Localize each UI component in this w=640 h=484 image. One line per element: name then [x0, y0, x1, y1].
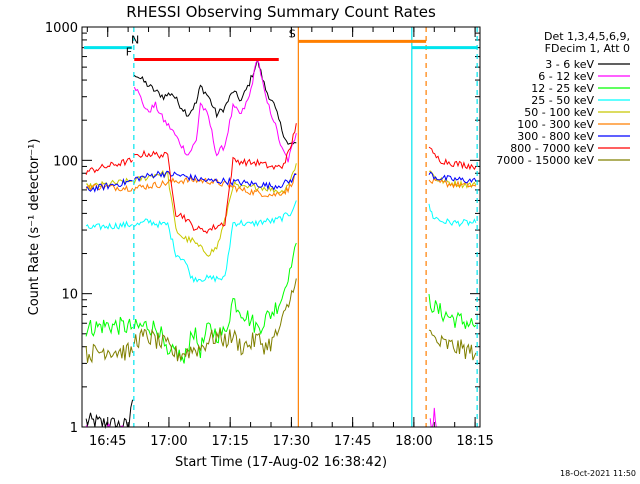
- legend-entry-label: 12 - 25 keV: [531, 82, 594, 95]
- series-line-7-segment-0: [85, 157, 133, 175]
- x-axis-label: Start Time (17-Aug-02 16:38:42): [175, 455, 387, 470]
- series-line-5-segment-1: [133, 172, 297, 198]
- y-axis-label: Count Rate (s⁻¹ detector⁻¹): [27, 139, 42, 316]
- series-line-6-segment-2: [428, 171, 477, 184]
- x-tick-label: 18:00: [395, 434, 432, 449]
- chart-title: RHESSI Observing Summary Count Rates: [126, 3, 436, 21]
- plot-frame: [81, 26, 481, 428]
- legend-entry-label: 100 - 300 keV: [517, 118, 594, 131]
- timestamp: 18-Oct-2021 11:50: [560, 469, 636, 478]
- series-line-2-segment-0: [85, 316, 133, 337]
- series-line-3-segment-2: [428, 203, 477, 228]
- legend-header-line-1: Det 1,3,4,5,6,9,: [544, 30, 630, 43]
- annotation-label: F: [126, 46, 132, 59]
- series-line-7-segment-2: [428, 146, 477, 171]
- series-line-2-segment-2: [428, 294, 477, 329]
- y-tick-label: 10: [61, 288, 78, 303]
- series-line-4-segment-1: [133, 163, 297, 257]
- legend-entry-label: 7000 - 15000 keV: [496, 154, 594, 167]
- legend-entry-label: 3 - 6 keV: [545, 58, 594, 71]
- x-tick-label: 17:15: [211, 434, 248, 449]
- plot-layer: 1 10 100 1000 16:45 17:00 17:15 17:30 17:45 18:00…: [45, 21, 630, 449]
- series-line-7-segment-1: [134, 123, 297, 235]
- annotation-label: N: [131, 34, 139, 47]
- series-line-1-segment-2: [429, 407, 437, 428]
- x-tick-label: 18:15: [456, 434, 493, 449]
- x-tick-label: 17:45: [334, 434, 371, 449]
- series-line-2-segment-1: [133, 242, 297, 364]
- legend-entry-label: 25 - 50 keV: [531, 94, 594, 107]
- legend-header-line-2: FDecim 1, Att 0: [545, 42, 630, 55]
- legend-entry-label: 800 - 7000 keV: [510, 142, 594, 155]
- series-line-6-segment-1: [133, 170, 297, 191]
- legend-entry-label: 6 - 12 keV: [538, 70, 594, 83]
- series-line-8-segment-2: [428, 329, 477, 361]
- legend-entry-label: 50 - 100 keV: [524, 106, 594, 119]
- series-line-8-segment-1: [133, 278, 297, 362]
- y-tick-label: 1: [70, 421, 78, 436]
- x-tick-label: 16:45: [89, 434, 126, 449]
- series-line-8-segment-0: [85, 341, 134, 364]
- series-line-1-segment-1: [133, 58, 297, 163]
- series-line-6-segment-0: [85, 177, 133, 193]
- x-tick-label: 17:30: [273, 434, 310, 449]
- y-tick-label: 1000: [45, 21, 78, 36]
- x-tick-label: 17:00: [150, 434, 187, 449]
- series-line-3-segment-0: [85, 220, 133, 231]
- series-line-0-segment-0: [85, 399, 134, 429]
- series-line-0-segment-1: [133, 58, 297, 145]
- legend-entry-label: 300 - 800 keV: [517, 130, 594, 143]
- annotation-label: S: [289, 27, 296, 40]
- series-line-3-segment-1: [133, 200, 297, 284]
- y-tick-label: 100: [53, 154, 78, 169]
